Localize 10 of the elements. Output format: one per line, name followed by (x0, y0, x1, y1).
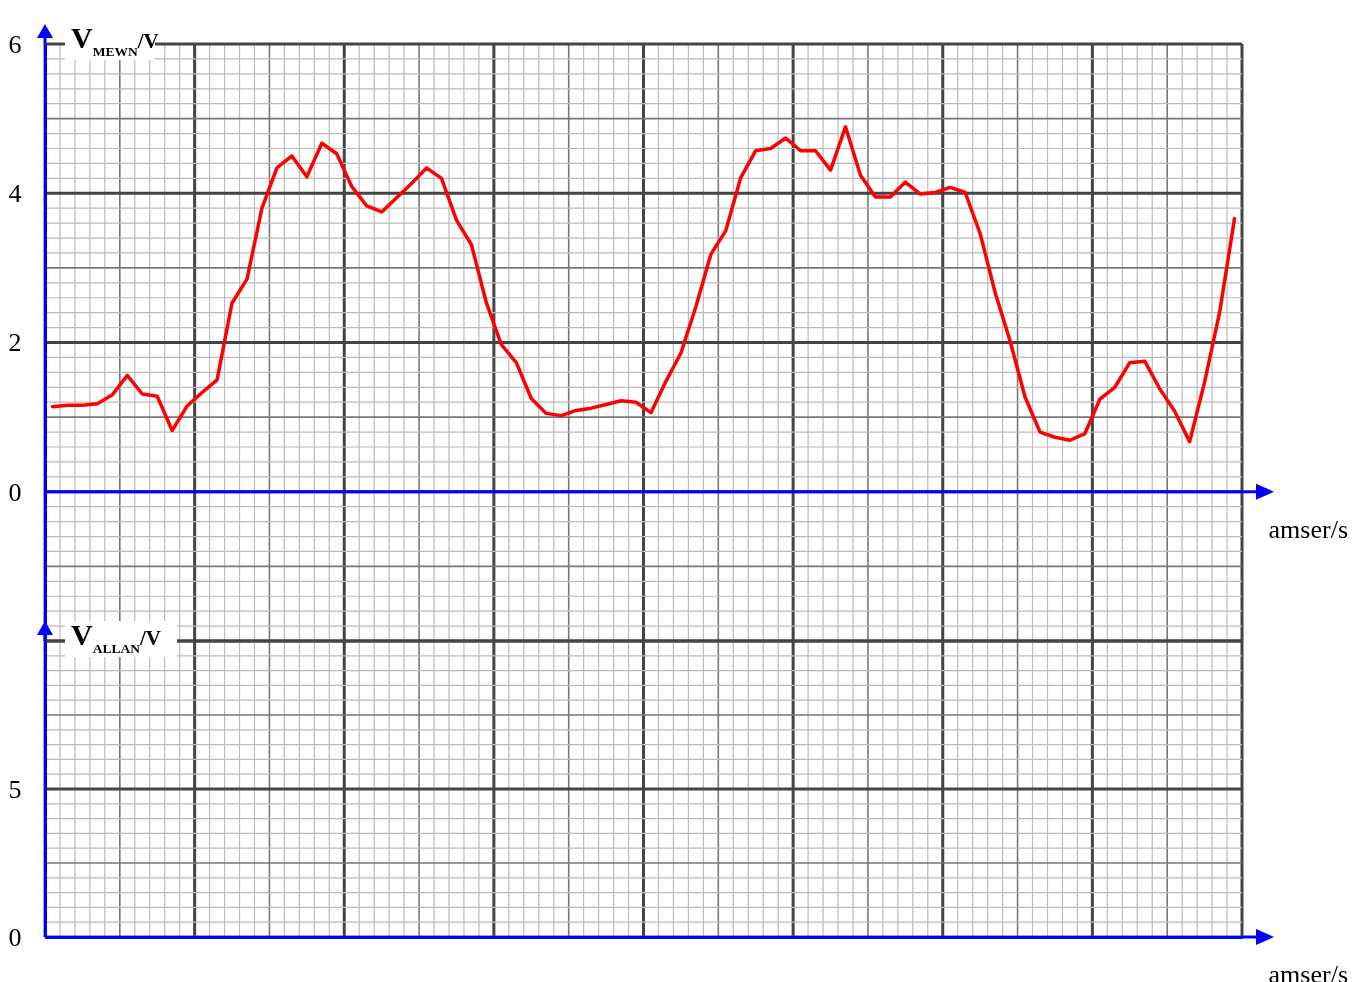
line-series (50, 125, 1237, 444)
y-tick-label: 6 (8, 29, 22, 59)
y-tick-label: 2 (8, 328, 22, 358)
y-tick-label: 0 (8, 922, 22, 952)
y-tick-label: 4 (8, 179, 22, 209)
y-tick-label: 5 (8, 774, 22, 804)
y-axis-title: V$_{MEWN}$/V (71, 21, 159, 59)
y-tick-label: 0 (8, 477, 22, 507)
y-axis-title: V$_{ALLAN}$/V (71, 618, 161, 656)
x-axis-title: amser/s (1268, 514, 1348, 544)
